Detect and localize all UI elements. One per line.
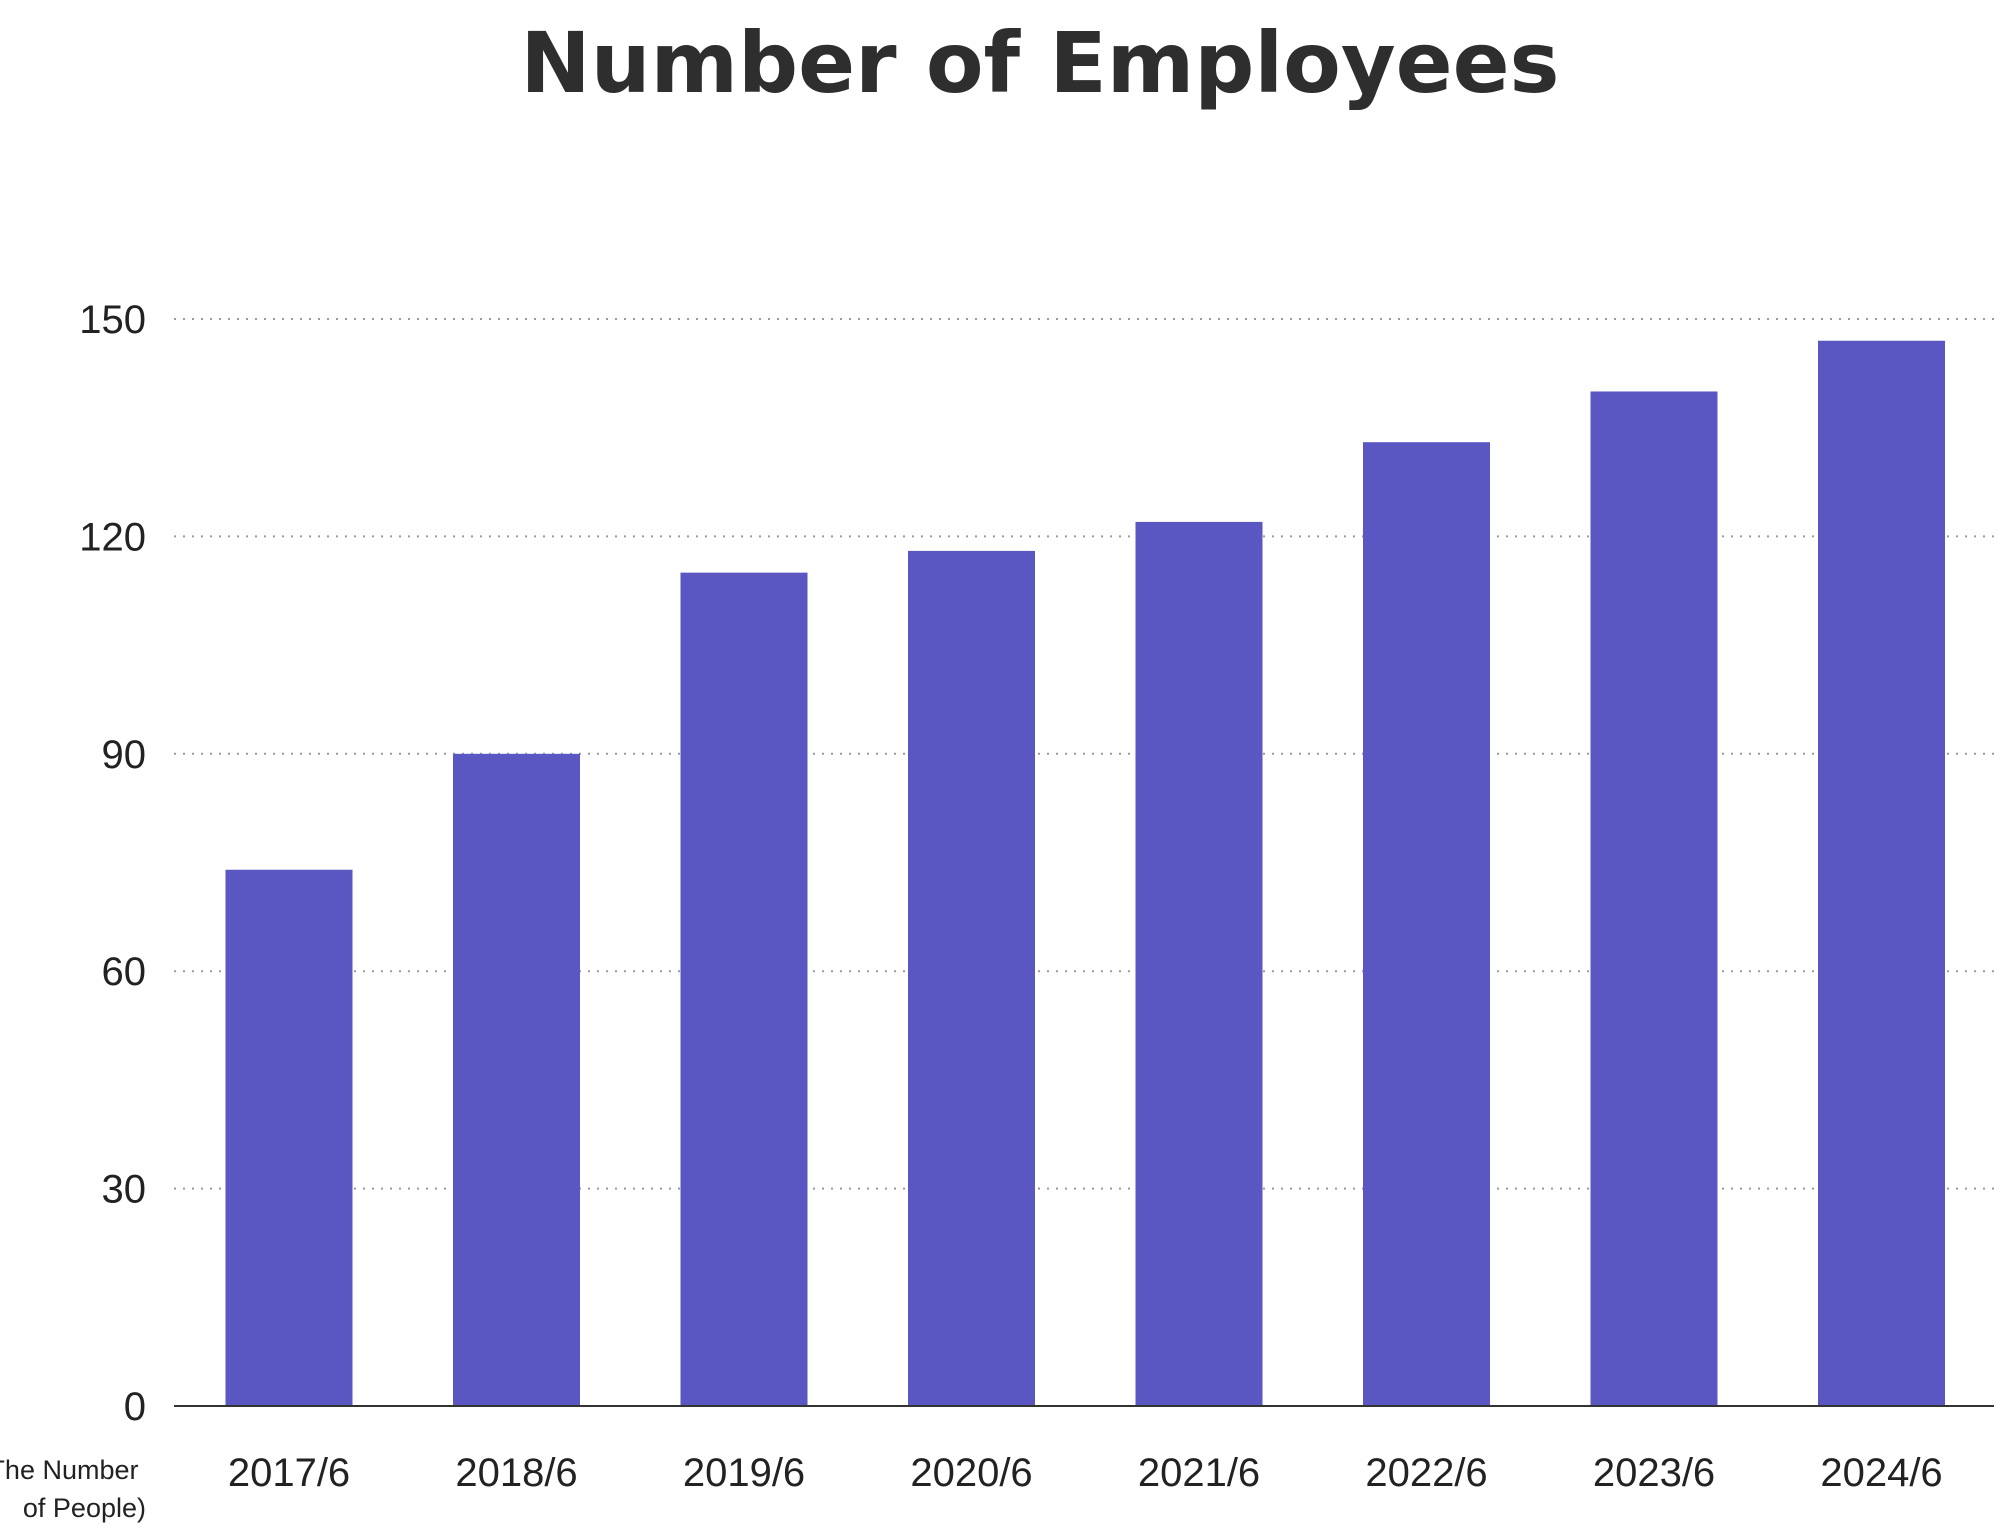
x-tick-labels: 2017/6 2018/6 2019/6 2020/6 2021/6 2022/6 2023… (228, 1451, 1943, 1495)
y-tick-label: 90 (102, 733, 147, 777)
x-tick-label: 2022/6 (1365, 1451, 1487, 1495)
chart-title: Number of Employees (520, 14, 1559, 112)
bar (1590, 391, 1718, 1406)
y-tick-label: 150 (79, 298, 146, 342)
y-unit-label: (The Number of People) (0, 1455, 146, 1523)
y-tick-label: 120 (79, 515, 146, 559)
bar (908, 550, 1035, 1406)
x-tick-label: 2018/6 (455, 1451, 577, 1495)
y-tick-label: 60 (102, 950, 147, 994)
bar (453, 753, 580, 1406)
x-tick-label: 2017/6 (228, 1451, 350, 1495)
bar (225, 869, 353, 1406)
x-tick-label: 2024/6 (1820, 1451, 1942, 1495)
y-tick-label: 0 (124, 1385, 146, 1429)
y-tick-label: 30 (102, 1168, 147, 1212)
y-tick-labels: 0 30 60 90 120 150 (79, 298, 146, 1429)
x-tick-label: 2021/6 (1138, 1451, 1260, 1495)
x-tick-label: 2020/6 (910, 1451, 1032, 1495)
y-unit-label-line-2: of People) (23, 1493, 146, 1523)
bars (225, 340, 1945, 1406)
bar (1135, 521, 1263, 1406)
bar (1818, 340, 1945, 1406)
y-unit-label-line-1: (The Number (0, 1455, 138, 1485)
x-tick-label: 2019/6 (683, 1451, 805, 1495)
x-tick-label: 2023/6 (1593, 1451, 1715, 1495)
bar (1363, 442, 1490, 1406)
bar (680, 572, 808, 1406)
gridlines (174, 318, 1994, 1190)
